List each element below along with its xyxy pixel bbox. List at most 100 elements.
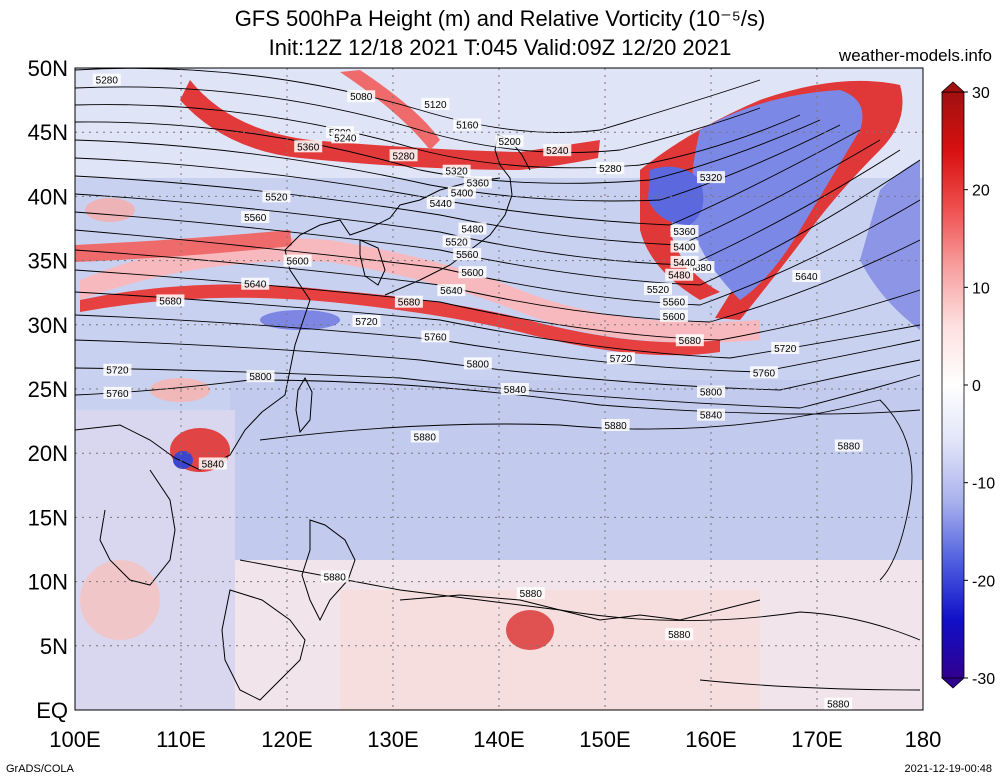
svg-text:5560: 5560 <box>663 298 686 309</box>
plot-area: 5080512051605200524052005240528052805320… <box>75 68 923 711</box>
latitude-labels: 50N 45N 40N 35N 30N 25N 20N 15N 10N 5N EQ <box>28 56 68 723</box>
svg-text:5720: 5720 <box>774 344 797 355</box>
contour-label: 5880 <box>601 418 630 432</box>
contour-label: 5240 <box>331 131 360 144</box>
latitude-label: 50N <box>28 56 68 81</box>
contour-label: 5880 <box>320 570 349 583</box>
svg-text:5880: 5880 <box>838 441 861 452</box>
latitude-label: 25N <box>28 377 68 402</box>
site-credit: weather-models.info <box>838 46 992 65</box>
svg-text:5720: 5720 <box>106 366 129 377</box>
contour-label: 5720 <box>103 363 132 377</box>
contour-label: 5240 <box>543 144 572 157</box>
contour-label: 5880 <box>665 628 694 641</box>
svg-text:5720: 5720 <box>610 354 633 365</box>
svg-text:5680: 5680 <box>679 336 702 347</box>
svg-text:5680: 5680 <box>398 298 421 309</box>
longitude-label: 130E <box>367 727 418 752</box>
contour-label: 5720 <box>771 341 800 355</box>
svg-text:5320: 5320 <box>700 173 723 184</box>
svg-text:5800: 5800 <box>700 388 723 399</box>
contour-label: 5360 <box>294 140 323 153</box>
colorbar-label: 20 <box>972 183 990 200</box>
footer-credit: GrADS/COLA <box>6 763 74 775</box>
height-contours <box>75 68 921 691</box>
svg-text:5800: 5800 <box>249 372 272 383</box>
svg-text:5760: 5760 <box>106 389 129 400</box>
svg-text:5520: 5520 <box>647 285 670 296</box>
contour-label: 5760 <box>421 330 450 343</box>
svg-text:5240: 5240 <box>334 133 357 144</box>
contour-label: 5600 <box>283 254 312 268</box>
svg-text:5560: 5560 <box>244 213 267 224</box>
svg-text:5400: 5400 <box>673 242 696 253</box>
svg-text:5440: 5440 <box>673 258 696 269</box>
colorbar-scale <box>941 91 965 679</box>
lat-lon-grid <box>75 68 923 710</box>
colorbar-label: -30 <box>972 671 995 688</box>
svg-text:5880: 5880 <box>827 700 850 711</box>
plot-frame <box>74 67 924 711</box>
latitude-label: 40N <box>28 184 68 209</box>
contour-label: 5280 <box>92 73 121 87</box>
svg-text:5680: 5680 <box>159 296 182 307</box>
colorbar-label: 30 <box>972 85 990 102</box>
contour-label: 5560 <box>453 248 482 261</box>
colorbar-label: -20 <box>972 573 995 590</box>
svg-text:5880: 5880 <box>324 572 347 583</box>
svg-text:5760: 5760 <box>424 332 447 343</box>
svg-text:5240: 5240 <box>546 146 569 157</box>
colorbar-label: -10 <box>972 476 995 493</box>
contour-label: 5200 <box>495 135 524 148</box>
contour-label: 5760 <box>750 366 778 379</box>
contour-label: 5640 <box>241 277 270 291</box>
contour-label: 5800 <box>463 357 492 370</box>
svg-text:5880: 5880 <box>414 433 437 444</box>
svg-text:5440: 5440 <box>430 199 453 210</box>
contour-label: 5400 <box>447 186 476 200</box>
contour-label: 5320 <box>697 171 725 184</box>
latitude-label: 30N <box>28 313 68 338</box>
contour-label: 5680 <box>675 334 704 347</box>
colorbar-max-arrow <box>940 81 966 93</box>
colorbar-label: 0 <box>972 378 981 395</box>
colorbar: 30 20 10 0 -10 -20 -30 <box>940 81 995 689</box>
contour-label: 5520 <box>644 282 672 296</box>
colorbar-min-arrow <box>940 677 966 689</box>
svg-text:5640: 5640 <box>244 280 267 291</box>
latitude-label: 35N <box>28 249 68 274</box>
contour-label: 5560 <box>659 295 688 309</box>
contour-label: 5720 <box>352 314 381 328</box>
svg-text:5640: 5640 <box>795 272 818 283</box>
contour-label: 5600 <box>659 309 688 323</box>
svg-text:5360: 5360 <box>297 142 320 153</box>
svg-text:5600: 5600 <box>286 257 309 268</box>
svg-text:5520: 5520 <box>265 192 288 203</box>
latitude-label: 5N <box>40 634 68 659</box>
svg-text:5600: 5600 <box>461 268 484 279</box>
svg-text:5360: 5360 <box>673 227 696 238</box>
svg-text:5360: 5360 <box>467 178 490 189</box>
colorbar-label: 10 <box>972 280 990 297</box>
contour-label: 5560 <box>241 210 270 224</box>
svg-text:5760: 5760 <box>753 368 776 379</box>
contour-label: 5080 <box>347 90 376 103</box>
contour-label: 5840 <box>198 457 227 470</box>
contour-label: 5440 <box>670 255 699 269</box>
latitude-label: 20N <box>28 441 68 466</box>
contour-label: 5520 <box>442 235 471 248</box>
contour-label: 5800 <box>697 385 725 399</box>
title-line-2: Init:12Z 12/18 2021 T:045 Valid:09Z 12/2… <box>268 35 732 60</box>
footer-timestamp: 2021-12-19-00:48 <box>904 763 992 775</box>
svg-text:5800: 5800 <box>467 359 490 370</box>
svg-text:5840: 5840 <box>202 459 225 470</box>
contour-label: 5440 <box>426 196 455 210</box>
contour-label: 5880 <box>516 587 545 600</box>
contour-label: 5360 <box>463 176 492 189</box>
contour-labels: 5080512051605200524052005240528052805320… <box>92 73 863 711</box>
svg-text:5280: 5280 <box>96 76 119 87</box>
contour-label: 5480 <box>458 222 487 236</box>
contour-label: 5280 <box>596 162 625 175</box>
contour-label: 5880 <box>824 697 853 711</box>
